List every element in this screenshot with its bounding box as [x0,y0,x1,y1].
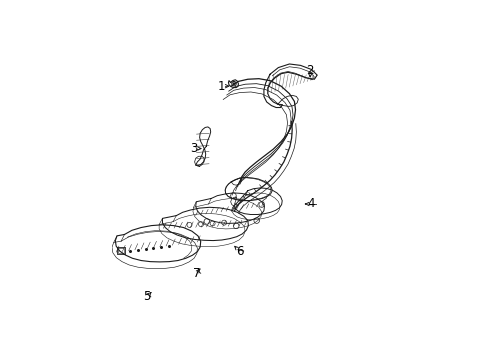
Text: 5: 5 [142,290,150,303]
Text: 7: 7 [192,267,200,280]
Text: 6: 6 [235,244,243,258]
Text: 4: 4 [307,198,315,211]
Text: 3: 3 [190,142,197,155]
Text: 1: 1 [217,80,225,93]
Circle shape [232,82,235,85]
Text: 2: 2 [306,64,313,77]
